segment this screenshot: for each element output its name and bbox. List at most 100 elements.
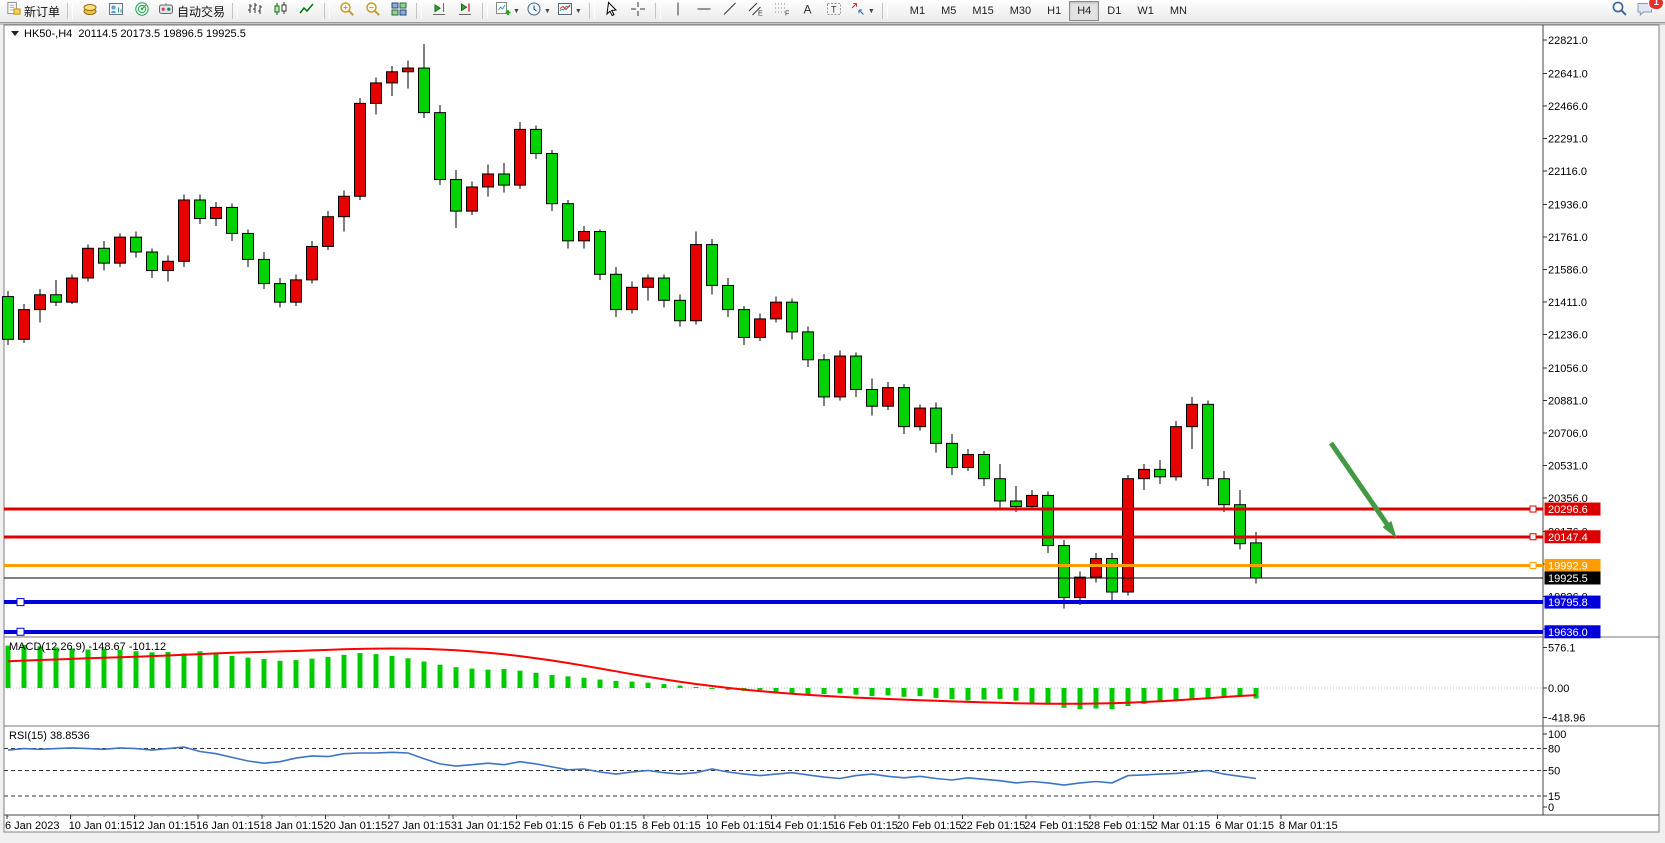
data-window-button[interactable] [103,0,129,22]
svg-text:2 Mar 01:15: 2 Mar 01:15 [1152,820,1211,832]
line-handle[interactable] [1529,533,1537,541]
svg-text:0.00: 0.00 [1548,683,1569,695]
timeframe-d1[interactable]: D1 [1107,5,1122,17]
svg-text:24 Feb 01:15: 24 Feb 01:15 [1024,820,1089,832]
toolbar-grip [324,3,331,19]
market-watch-button[interactable] [77,0,103,22]
line-handle[interactable] [16,598,25,607]
svg-text:10 Feb 01:15: 10 Feb 01:15 [706,820,771,832]
chevron-down-icon: ▼ [867,7,875,15]
chevron-down-icon: ▼ [574,7,582,15]
line-handle[interactable] [16,627,25,636]
timeframe-mn[interactable]: MN [1169,5,1187,17]
fibonacci-button[interactable]: F [769,0,795,22]
timeframe-m15[interactable]: M15 [972,5,994,17]
svg-text:F: F [785,10,789,17]
horizontal-line-objects[interactable] [4,505,1543,636]
timeframe-m5[interactable]: M5 [941,5,957,17]
navigator-button[interactable] [129,0,155,22]
timeframe-w1[interactable]: W1 [1137,5,1154,17]
text-label-button[interactable]: T [821,0,847,22]
line-handle[interactable] [1529,505,1537,513]
candles-chart-button[interactable] [268,0,294,22]
auto-trading-icon [158,1,174,22]
toolbar-grip [416,3,423,19]
svg-text:-418.96: -418.96 [1548,713,1585,725]
horizontal-line-button[interactable] [691,0,717,22]
chart-title-dropdown-icon[interactable] [11,31,19,36]
vertical-line-button[interactable] [665,0,691,22]
notification-badge: 1 [1648,0,1664,10]
notifications-button[interactable]: 1 [1632,0,1664,22]
arrow-annotation[interactable] [1328,441,1397,539]
rsi-line [7,746,1257,786]
text-icon: A [800,1,816,22]
svg-text:16 Feb 01:15: 16 Feb 01:15 [833,820,898,832]
new-order-button[interactable]: 新订单 [3,0,63,22]
periods-clock-icon [526,1,542,22]
bars-chart-button[interactable] [242,0,268,22]
svg-text:20147.4: 20147.4 [1548,532,1588,544]
fibonacci-icon: F [774,1,790,22]
toolbar-right: 1 [1606,0,1664,22]
svg-text:18 Jan 01:15: 18 Jan 01:15 [260,820,324,832]
toolbar-grip [654,3,661,19]
svg-text:20296.6: 20296.6 [1548,504,1588,516]
timeframe-m30[interactable]: M30 [1009,5,1032,17]
svg-text:21411.0: 21411.0 [1548,297,1587,309]
trend-line-button[interactable] [717,0,743,22]
equidistant-channel-icon: E [748,1,764,22]
vertical-line-icon [670,1,686,22]
periods-button[interactable]: ▼ [523,0,554,22]
svg-text:576.1: 576.1 [1548,642,1576,654]
chart-shift-icon [431,1,447,22]
svg-text:21236.0: 21236.0 [1548,329,1588,341]
cursor-button[interactable] [599,0,625,22]
svg-text:0: 0 [1548,802,1554,814]
line-handle[interactable] [1529,561,1537,569]
timeframe-h4[interactable]: H4 [1069,1,1100,21]
line-chart-button[interactable] [294,0,320,22]
auto-scroll-icon [457,1,473,22]
arrows-button[interactable]: ▼ [847,0,878,22]
time-axis[interactable]: 6 Jan 2023 10 Jan 01:15 12 Jan 01:15 16 Jan… [5,815,1338,832]
timeframe-h1[interactable]: H1 [1047,5,1062,17]
svg-text:2 Feb 01:15: 2 Feb 01:15 [515,820,574,832]
timeframe-m1[interactable]: M1 [909,5,926,17]
search-button[interactable] [1606,0,1632,22]
toolbar-grip [482,3,489,19]
crosshair-icon [630,1,646,22]
zoom-in-button[interactable] [334,0,360,22]
svg-text:20356.0: 20356.0 [1548,493,1588,505]
svg-text:100: 100 [1548,729,1566,741]
svg-text:20531.0: 20531.0 [1548,460,1588,472]
text-button[interactable]: A [795,0,821,22]
svg-text:21761.0: 21761.0 [1548,232,1588,244]
new-chart-button[interactable]: ▼ [492,0,523,22]
svg-text:6 Mar 01:15: 6 Mar 01:15 [1215,820,1274,832]
zoom-out-button[interactable] [360,0,386,22]
svg-text:12 Jan 01:15: 12 Jan 01:15 [132,820,196,832]
macd-label: MACD(12,26,9) -148.67 -101.12 [9,641,166,653]
new-order-icon [6,1,21,21]
chart-shift-button[interactable] [426,0,452,22]
toolbar-grip [67,3,74,19]
rsi-label: RSI(15) 38.8536 [9,730,90,742]
data-window-icon [108,1,124,22]
main-toolbar: 新订单 自动交易 ▼ ▼ ▼ E F A T ▼ M1 M5 M15 M30 H… [0,0,1665,23]
svg-text:21586.0: 21586.0 [1548,264,1588,276]
svg-text:27 Jan 01:15: 27 Jan 01:15 [387,820,451,832]
svg-text:22821.0: 22821.0 [1548,35,1588,47]
candlesticks [2,43,1262,609]
template-button[interactable]: ▼ [554,0,585,22]
tile-windows-icon [391,1,407,22]
auto-trading-button[interactable]: 自动交易 [155,0,228,22]
equidistant-channel-button[interactable]: E [743,0,769,22]
tile-windows-button[interactable] [386,0,412,22]
svg-text:21056.0: 21056.0 [1548,363,1588,375]
auto-scroll-button[interactable] [452,0,478,22]
svg-text:8 Mar 01:15: 8 Mar 01:15 [1279,820,1338,832]
crosshair-button[interactable] [625,0,651,22]
svg-text:80: 80 [1548,744,1560,756]
